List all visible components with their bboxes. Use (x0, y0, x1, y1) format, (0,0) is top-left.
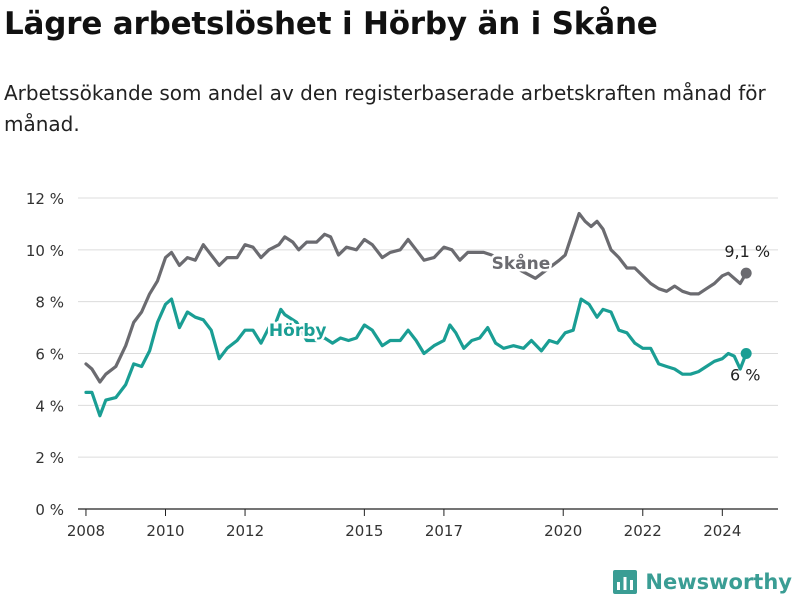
end-point-hrby (740, 348, 752, 359)
y-tick-label: 4 % (35, 397, 64, 415)
x-tick-label: 2017 (425, 522, 463, 540)
y-tick-label: 10 % (26, 242, 64, 260)
newsworthy-logo: Newsworthy (613, 570, 792, 594)
series-label-skane: Skåne (492, 252, 551, 274)
end-point-skne (740, 267, 752, 279)
y-tick-label: 2 % (35, 449, 64, 467)
gridlines (78, 197, 778, 510)
series-labels: Skåne Hörby 9,1 % 6 % (266, 242, 770, 385)
chart-subtitle: Arbetssökande som andel av den registerb… (4, 81, 766, 136)
series-line-skne (84, 211, 748, 384)
series-lines (84, 211, 752, 418)
y-axis: 0 % 2 % 4 % 6 % 8 % 10 % 12 % (26, 190, 64, 519)
y-tick-label: 6 % (35, 346, 64, 364)
bar-chart-icon (613, 570, 638, 594)
end-value-label-skane: 9,1 % (724, 242, 770, 261)
x-tick-label: 2015 (345, 522, 383, 540)
y-tick-label: 8 % (35, 294, 64, 312)
series-label-horby: Hörby (269, 321, 327, 341)
x-tick-label: 2012 (226, 522, 264, 540)
x-tick-label: 2024 (703, 522, 741, 540)
brand-name: Newsworthy (645, 570, 792, 594)
end-value-label-horby: 6 % (730, 366, 760, 385)
x-tick-label: 2008 (67, 522, 105, 540)
y-tick-label: 0 % (35, 501, 64, 519)
chart-title: Lägre arbetslöshet i Hörby än i Skåne (4, 6, 658, 42)
series-line-hrby (84, 297, 748, 418)
x-tick-label: 2020 (544, 522, 582, 540)
x-tick-label: 2022 (624, 522, 662, 540)
x-tick-label: 2010 (146, 522, 184, 540)
x-axis: 2008 2010 2012 2015 2017 2020 2022 2024 (67, 509, 741, 540)
y-tick-label: 12 % (26, 190, 64, 208)
